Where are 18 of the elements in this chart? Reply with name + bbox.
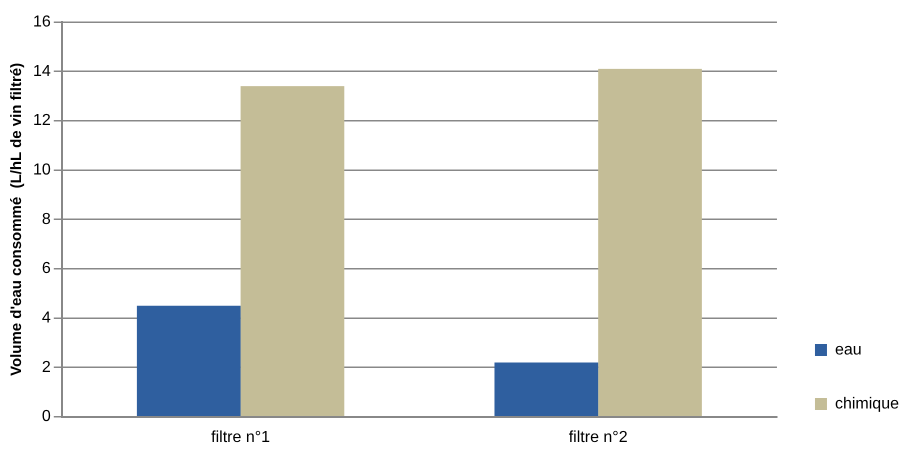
bar — [240, 86, 344, 416]
y-tick-label: 4 — [42, 310, 51, 327]
y-tick-label: 8 — [42, 210, 51, 228]
y-tick-label: 12 — [33, 112, 51, 130]
y-tick-label: 2 — [42, 358, 51, 376]
bar — [494, 362, 598, 416]
y-tick-label: 16 — [33, 13, 51, 30]
x-tick-label: filtre n°2 — [568, 428, 628, 446]
legend-label: chimique — [834, 395, 900, 412]
bar — [136, 306, 241, 416]
y-tick-label: 14 — [33, 62, 51, 80]
legend-label: eau — [834, 341, 862, 358]
y-tick-label: 0 — [42, 408, 51, 426]
y-axis-title: Volume d'eau consommé (L/hL de vin filtré) — [8, 62, 26, 376]
x-tick-label: filtre n°1 — [211, 428, 270, 446]
y-tick-label: 10 — [33, 161, 51, 178]
y-tick-label: 6 — [42, 260, 51, 278]
bar — [598, 68, 702, 416]
